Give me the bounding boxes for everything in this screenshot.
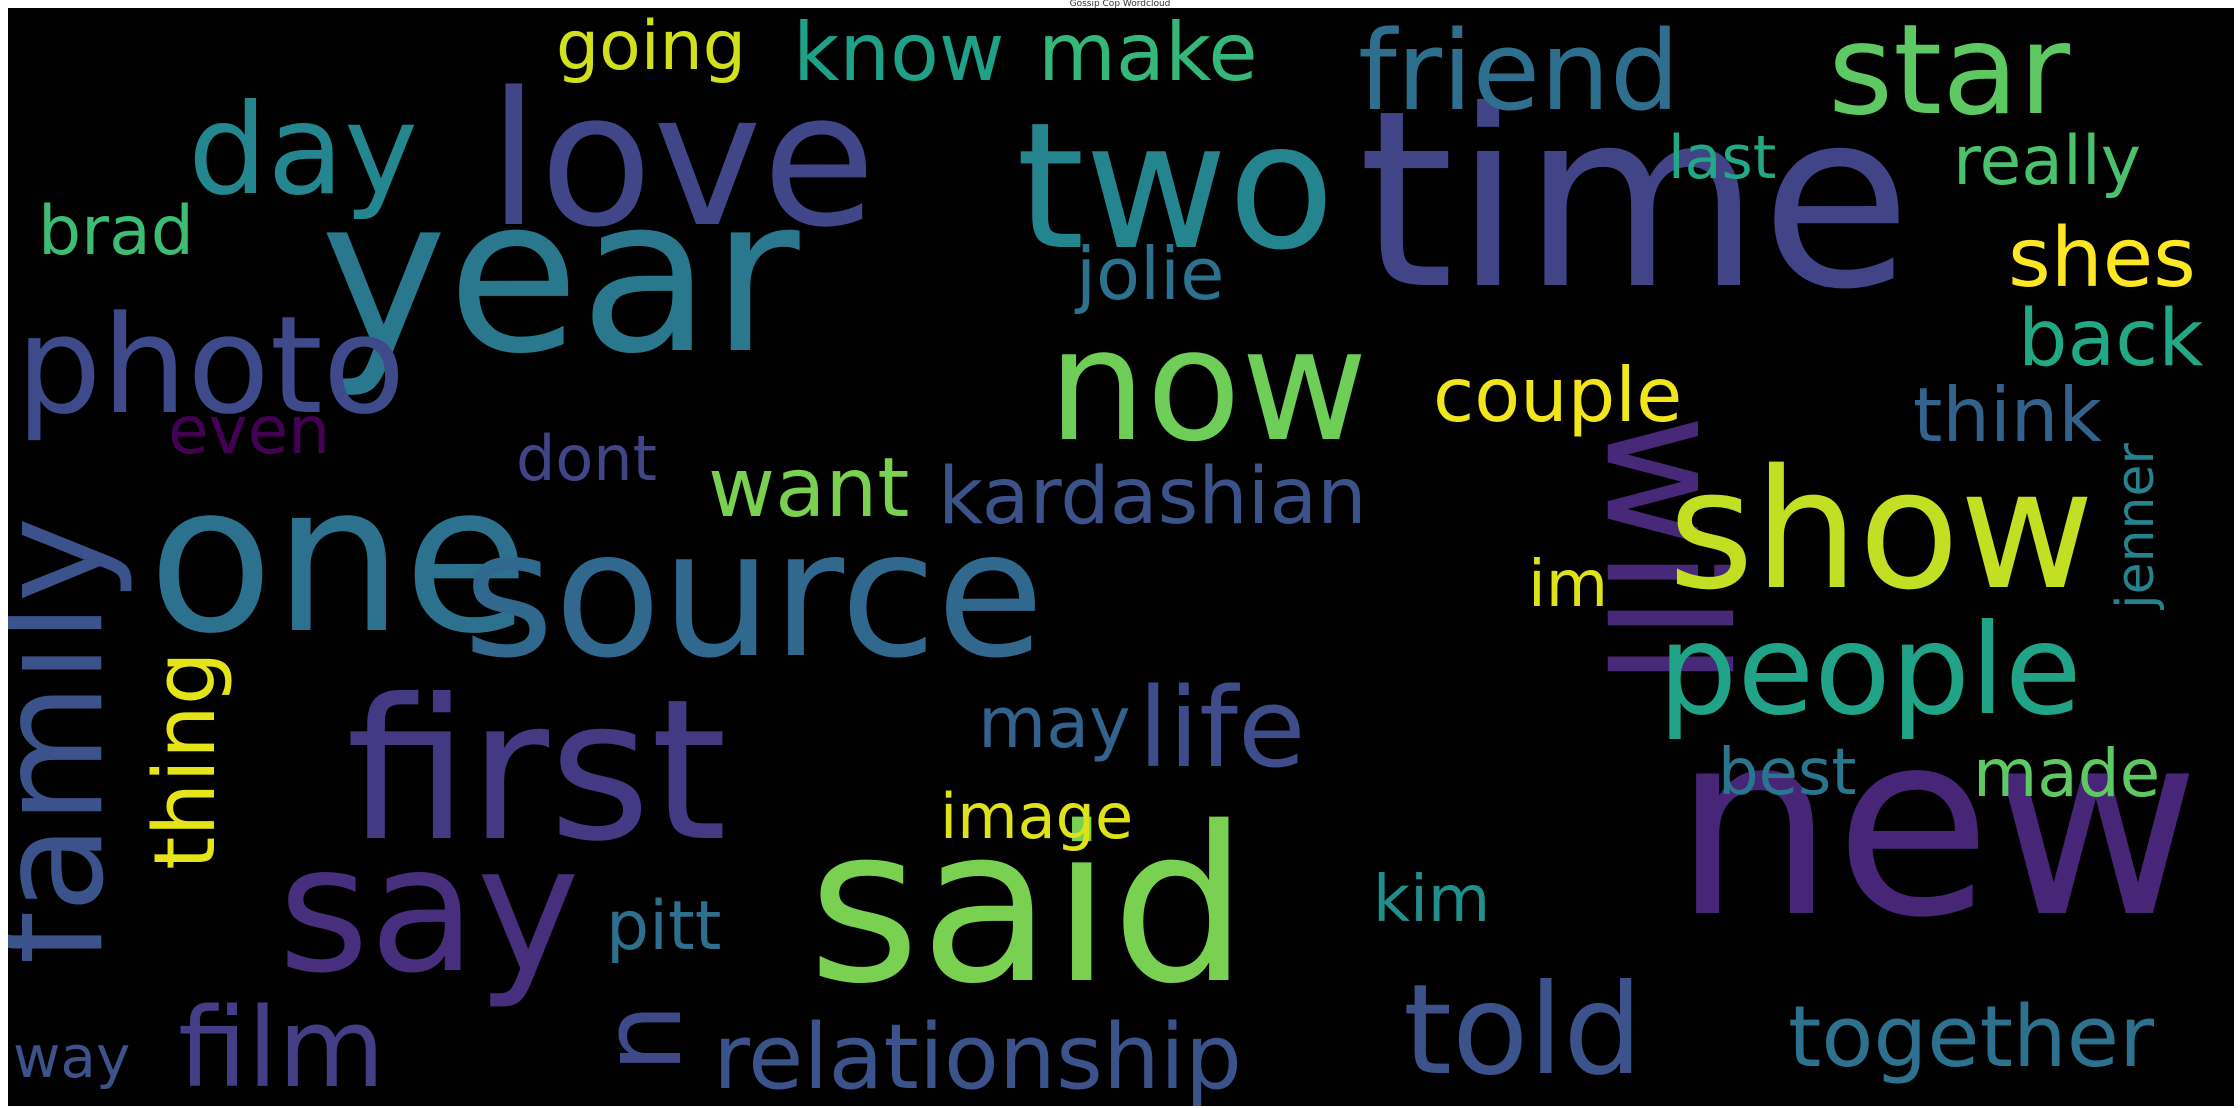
- word-kardashian: kardashian: [938, 452, 1367, 542]
- word-jenner: jenner: [2105, 443, 2166, 609]
- word-source: source: [463, 494, 1045, 697]
- word-couple: couple: [1433, 351, 1683, 439]
- word-way: way: [13, 1023, 131, 1091]
- word-dont: dont: [516, 422, 657, 495]
- word-one: one: [148, 441, 530, 679]
- word-relationship: relationship: [713, 1005, 1243, 1106]
- word-shes: shes: [2008, 211, 2196, 306]
- word-together: together: [1788, 988, 2155, 1087]
- word-first: first: [346, 657, 728, 884]
- word-say: say: [278, 809, 580, 1012]
- word-make: make: [1038, 8, 1258, 99]
- word-life: life: [1138, 664, 1306, 792]
- word-best: best: [1718, 736, 1857, 810]
- word-pitt: pitt: [606, 887, 722, 966]
- word-image: image: [940, 780, 1134, 853]
- figure-title: Gossip Cop Wordcloud: [1069, 0, 1171, 9]
- word-may: may: [978, 682, 1131, 764]
- word-love: love: [488, 52, 876, 268]
- word-think: think: [1913, 371, 2102, 459]
- word-last: last: [1668, 123, 1777, 193]
- word-told: told: [1403, 958, 1643, 1103]
- word-photo: photo: [16, 287, 406, 444]
- word-star: star: [1828, 8, 2071, 143]
- word-family: family: [8, 516, 137, 965]
- word-show: show: [1668, 434, 2095, 626]
- word-im: im: [1528, 548, 1609, 622]
- word-know: know: [793, 8, 1005, 99]
- word-kim: kim: [1373, 863, 1491, 937]
- word-said: said: [808, 780, 1248, 1031]
- word-thing: thing: [135, 651, 235, 870]
- word-people: people: [1658, 598, 2082, 743]
- word-time: time: [1358, 58, 1912, 343]
- word-really: really: [1953, 122, 2141, 201]
- word-friend: friend: [1358, 8, 1680, 135]
- word-u: u: [593, 1003, 722, 1073]
- word-now: now: [1048, 295, 1368, 476]
- word-even: even: [168, 392, 331, 469]
- word-brad: brad: [38, 192, 194, 271]
- word-want: want: [708, 441, 910, 536]
- word-going: going: [556, 8, 746, 86]
- word-jolie: jolie: [1076, 232, 1225, 316]
- word-day: day: [188, 78, 418, 223]
- word-year: year: [320, 150, 800, 401]
- word-two: two: [1016, 86, 1335, 289]
- word-film: film: [178, 984, 386, 1106]
- word-made: made: [1973, 735, 2161, 812]
- word-new: new: [1673, 677, 2201, 974]
- word-back: back: [2018, 294, 2204, 384]
- word-cloud-canvas: time year new said one source love two w…: [8, 8, 2234, 1106]
